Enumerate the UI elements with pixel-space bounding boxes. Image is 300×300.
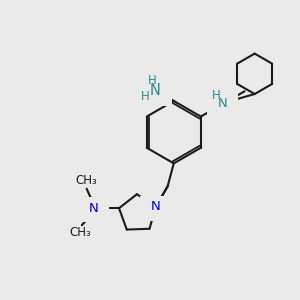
- FancyBboxPatch shape: [140, 196, 171, 221]
- FancyBboxPatch shape: [78, 197, 109, 222]
- FancyBboxPatch shape: [207, 92, 238, 117]
- FancyBboxPatch shape: [138, 78, 172, 106]
- Text: N: N: [150, 83, 161, 98]
- Text: H: H: [141, 90, 150, 103]
- Text: CH₃: CH₃: [76, 175, 98, 188]
- Text: N: N: [151, 200, 160, 213]
- Text: N: N: [89, 202, 99, 215]
- Text: N: N: [218, 97, 228, 110]
- Text: CH₃: CH₃: [70, 226, 91, 239]
- Text: H: H: [212, 89, 220, 102]
- Text: H: H: [148, 74, 157, 87]
